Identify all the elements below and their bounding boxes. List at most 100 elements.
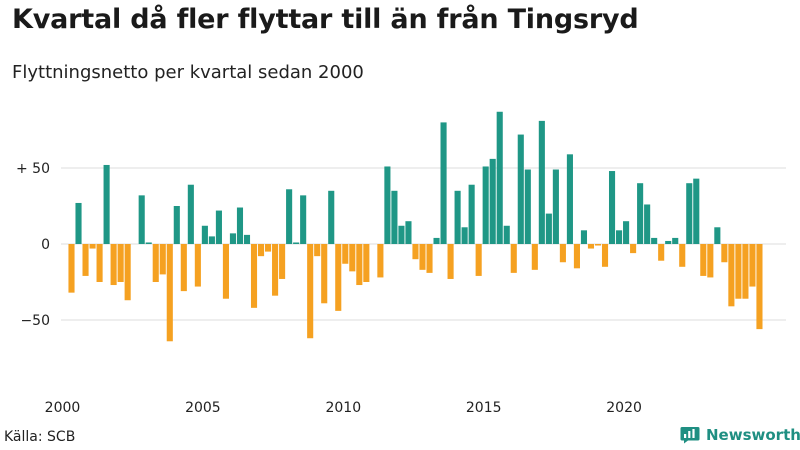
bar xyxy=(651,237,658,244)
bar xyxy=(180,244,187,292)
bar xyxy=(672,237,679,244)
bar xyxy=(300,195,307,244)
bar xyxy=(496,111,503,244)
bar xyxy=(728,244,735,307)
bar xyxy=(138,195,145,244)
bar xyxy=(75,202,82,244)
bar xyxy=(637,183,644,244)
bar xyxy=(391,190,398,244)
x-tick-label: 2005 xyxy=(185,400,221,416)
bar xyxy=(335,244,342,311)
bar xyxy=(749,244,756,287)
bar xyxy=(145,242,152,244)
bar xyxy=(623,221,630,244)
bar xyxy=(110,244,117,286)
bar xyxy=(461,227,468,244)
bar xyxy=(187,184,194,244)
bar xyxy=(447,244,454,279)
y-axis-ticks: + 50 0 −50 xyxy=(16,161,50,329)
bar xyxy=(286,189,293,244)
bar xyxy=(208,236,215,244)
bar xyxy=(489,158,496,244)
bar xyxy=(538,120,545,244)
bar xyxy=(82,244,89,276)
bar xyxy=(236,207,244,244)
newsworthy-brand[interactable]: Newsworthy xyxy=(680,426,800,444)
bar xyxy=(552,169,559,244)
bar xyxy=(124,244,131,301)
bar xyxy=(559,244,566,263)
bar xyxy=(644,204,651,244)
bar xyxy=(686,183,693,244)
bar xyxy=(679,244,686,267)
chart-subtitle: Flyttningsnetto per kvartal sedan 2000 xyxy=(12,62,364,83)
bar xyxy=(693,178,700,244)
bar xyxy=(342,244,349,264)
y-tick-label: 0 xyxy=(41,237,50,253)
bar xyxy=(742,244,749,299)
bar xyxy=(215,210,222,244)
bar xyxy=(166,244,173,342)
bar xyxy=(250,244,258,308)
x-tick-label: 2010 xyxy=(325,400,361,416)
bar xyxy=(714,227,721,244)
bar xyxy=(194,244,201,287)
bar xyxy=(475,244,482,276)
bar xyxy=(222,244,229,299)
bar xyxy=(377,244,384,278)
bar xyxy=(482,166,489,244)
bar xyxy=(173,206,180,244)
bar xyxy=(272,244,279,296)
x-tick-label: 2015 xyxy=(466,400,502,416)
bar xyxy=(545,213,552,244)
bar xyxy=(468,184,475,244)
bar xyxy=(349,244,356,272)
bar xyxy=(279,244,286,279)
bar xyxy=(265,244,272,252)
y-tick-label: −50 xyxy=(20,313,50,329)
bar xyxy=(433,237,440,244)
bar xyxy=(608,171,616,244)
bar xyxy=(117,244,124,282)
bar xyxy=(503,225,510,244)
bar xyxy=(510,244,517,273)
chart-title: Kvartal då fler flyttar till än från Tin… xyxy=(12,4,639,35)
bar xyxy=(566,154,573,244)
bar xyxy=(307,244,314,339)
bar xyxy=(89,244,96,249)
bar xyxy=(756,244,763,330)
y-tick-label: + 50 xyxy=(16,161,50,177)
bar xyxy=(96,244,103,282)
bar xyxy=(201,225,208,244)
bar xyxy=(152,244,159,282)
x-axis-ticks: 2000 2005 2010 2015 2020 xyxy=(45,400,642,416)
bar xyxy=(103,164,110,244)
bar xyxy=(630,244,637,254)
bar xyxy=(68,244,75,293)
bar xyxy=(601,244,609,267)
bar xyxy=(517,134,524,244)
bar xyxy=(524,169,531,244)
bar xyxy=(398,225,405,244)
bar xyxy=(384,166,391,244)
bar xyxy=(257,244,265,257)
bar xyxy=(363,244,370,282)
bars xyxy=(68,111,763,342)
bar xyxy=(405,221,412,244)
bar xyxy=(587,244,595,249)
bar xyxy=(426,244,433,273)
bar xyxy=(314,244,321,257)
bar xyxy=(440,122,447,244)
x-tick-label: 2020 xyxy=(606,400,642,416)
bar xyxy=(412,244,419,260)
bar-chart-logo-icon xyxy=(680,427,700,444)
bar xyxy=(229,233,237,244)
bar xyxy=(665,240,672,244)
bar xyxy=(616,230,623,244)
bar xyxy=(328,190,335,244)
bar xyxy=(580,230,588,244)
brand-name: Newsworthy xyxy=(706,426,800,444)
bar xyxy=(243,234,251,244)
bar xyxy=(573,244,580,269)
